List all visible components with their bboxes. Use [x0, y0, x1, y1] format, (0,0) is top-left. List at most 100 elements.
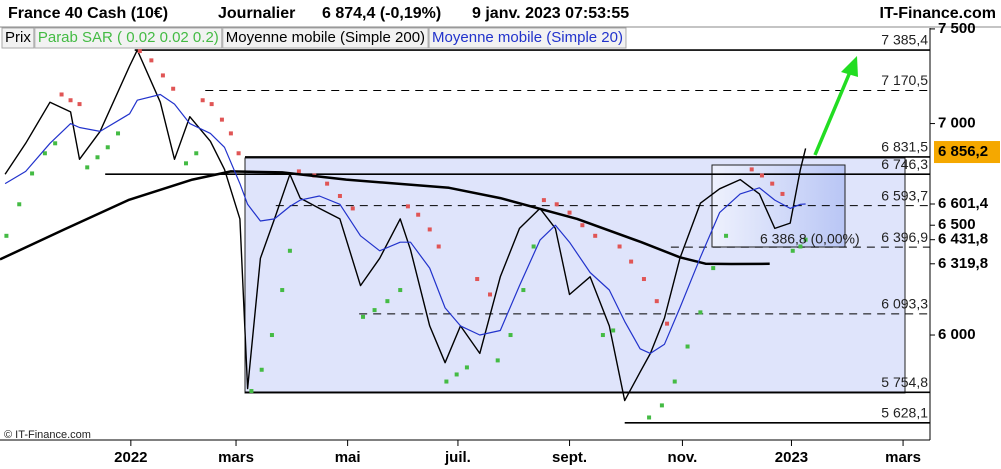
- sar-dot: [372, 308, 377, 313]
- sar-dot: [495, 358, 500, 363]
- source: IT-Finance.com: [880, 5, 996, 22]
- sar-dot: [325, 181, 330, 186]
- legend: Prix Parab SAR ( 0.02 0.02 0.2) Moyenne mo…: [1, 27, 627, 49]
- sar-dot: [617, 244, 622, 249]
- sar-dot: [4, 233, 9, 238]
- sar-dot: [149, 58, 154, 63]
- sar-dot: [361, 314, 366, 319]
- x-tick-label: sept.: [552, 449, 587, 466]
- legend-label: Moyenne mobile (Simple 200): [226, 29, 425, 46]
- price-tag-bg: [934, 141, 1000, 164]
- sar-dot: [749, 167, 754, 172]
- y-tick-label: 7 000: [938, 115, 976, 132]
- sar-dot: [200, 98, 205, 103]
- legend-box: [34, 27, 223, 49]
- sar-dot: [296, 169, 301, 174]
- sar-dot: [567, 210, 572, 215]
- sar-dot: [95, 155, 100, 160]
- sar-dot: [672, 379, 677, 384]
- sar-dot: [228, 131, 233, 136]
- sar-dot: [508, 333, 513, 338]
- sar-dot: [249, 389, 254, 394]
- sar-dot: [160, 73, 165, 78]
- sar-dot: [398, 288, 403, 293]
- sar-dot: [593, 233, 598, 238]
- x-tick-label: juil.: [444, 449, 471, 466]
- y-tick-label: 6 000: [938, 326, 976, 343]
- sar-dot: [287, 248, 292, 253]
- sar-dot: [464, 365, 469, 370]
- sar-dot: [436, 244, 441, 249]
- sar-dot: [385, 299, 390, 304]
- sar-dot: [803, 237, 808, 242]
- series-line: [0, 170, 770, 266]
- sar-dot: [59, 92, 64, 97]
- datetime: 9 janv. 2023 07:53:55: [472, 5, 629, 22]
- sar-dot: [580, 223, 585, 228]
- sar-dot: [105, 145, 110, 150]
- annotation: 6 386,8 (0,00%): [760, 231, 860, 247]
- legend-label: Prix: [5, 29, 31, 46]
- sar-dot: [521, 288, 526, 293]
- level-label: 6 093,3: [881, 296, 928, 312]
- x-tick-label: 2023: [775, 449, 808, 466]
- sar-dot: [116, 131, 121, 136]
- sar-dot: [350, 206, 355, 211]
- legend-box: [1, 27, 35, 49]
- sar-dot: [698, 310, 703, 315]
- arrow-head: [841, 56, 858, 77]
- sar-dot: [85, 165, 90, 170]
- sar-dot: [405, 204, 410, 209]
- timeframe: Journalier: [218, 5, 295, 22]
- level-label: 5 754,8: [881, 374, 928, 390]
- x-tick-label: mars: [885, 449, 921, 466]
- legend-box: [428, 27, 627, 49]
- sar-dot: [488, 292, 493, 297]
- sar-dot: [724, 233, 729, 238]
- sar-dot: [416, 212, 421, 217]
- sar-dot: [337, 193, 342, 198]
- sar-dot: [780, 191, 785, 196]
- price-tag: 6 431,8: [938, 231, 988, 248]
- level-label: 6 746,3: [881, 156, 928, 172]
- sar-dot: [77, 102, 82, 107]
- sar-dot: [641, 277, 646, 282]
- sar-dot: [53, 141, 58, 146]
- legend-box: [222, 27, 429, 49]
- sar-dot: [798, 244, 803, 249]
- footer: © IT-Finance.com: [4, 429, 91, 441]
- sar-dot: [280, 288, 285, 293]
- x-tick-label: nov.: [668, 449, 698, 466]
- sar-dot: [68, 98, 73, 103]
- sar-dot: [654, 299, 659, 304]
- sar-dot: [531, 244, 536, 249]
- sar-dot: [171, 86, 176, 91]
- sar-dot: [685, 344, 690, 349]
- x-tick-label: 2022: [114, 449, 147, 466]
- sar-dot: [600, 333, 605, 338]
- sar-dot: [444, 379, 449, 384]
- level-label: 7 170,5: [881, 72, 928, 88]
- price-tag: 6 319,8: [938, 255, 988, 272]
- sar-dot: [790, 248, 795, 253]
- arrow-shaft: [813, 71, 852, 156]
- sar-dot: [219, 117, 224, 122]
- sar-dot: [475, 277, 480, 282]
- legend-label: Moyenne mobile (Simple 20): [432, 29, 623, 46]
- sar-dot: [611, 328, 616, 333]
- series-line: [4, 93, 806, 354]
- price-tag: 6 601,4: [938, 195, 989, 212]
- title: France 40 Cash (10€): [8, 5, 168, 22]
- level-label: 5 628,1: [881, 405, 928, 421]
- sar-dot: [209, 102, 214, 107]
- sar-dot: [194, 151, 199, 156]
- sar-dot: [770, 181, 775, 186]
- sar-dot: [647, 415, 652, 420]
- sar-dot: [236, 151, 241, 156]
- quote: 6 874,4 (-0,19%): [322, 5, 441, 22]
- sar-dot: [30, 171, 35, 176]
- plot: 7 385,4 7 170,5 6 831,56 746,3 6 593,7 6 396…: [0, 32, 930, 424]
- level-label: 6 396,9: [881, 229, 928, 245]
